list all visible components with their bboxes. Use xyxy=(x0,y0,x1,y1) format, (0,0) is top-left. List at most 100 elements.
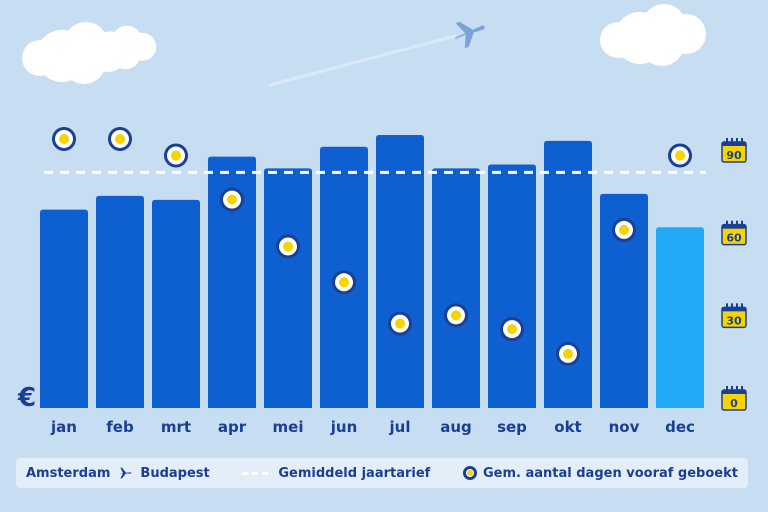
marker-center xyxy=(675,150,685,161)
marker-center xyxy=(563,348,573,359)
bar-dec xyxy=(656,227,704,408)
days-marker-jun xyxy=(332,270,356,295)
dot-marker-icon xyxy=(462,466,477,480)
days-marker-okt xyxy=(556,341,580,366)
marker-center xyxy=(619,224,629,235)
month-labels: jan feb mrt apr mei jun jul aug sep okt nov dec xyxy=(50,418,695,436)
calendar-icon-90: 90 xyxy=(721,138,747,163)
bar-feb xyxy=(96,195,144,408)
month-label-mei: mei xyxy=(273,418,304,436)
euro-axis-label: € xyxy=(17,383,36,413)
calendar-ring xyxy=(731,220,733,227)
booking-days-markers xyxy=(52,126,692,366)
sky-decoration xyxy=(22,4,706,87)
days-marker-mrt xyxy=(164,143,188,168)
days-marker-aug xyxy=(444,303,468,328)
month-label-aug: aug xyxy=(440,418,472,436)
days-marker-jul xyxy=(388,311,412,336)
legend-days-label: Gem. aantal dagen vooraf geboekt xyxy=(482,465,738,481)
days-tick-label: 90 xyxy=(726,149,742,162)
calendar-header xyxy=(722,390,746,394)
calendar-ring xyxy=(731,386,733,392)
bar-mei xyxy=(264,168,312,408)
calendar-ring xyxy=(726,303,728,310)
marker-center xyxy=(115,133,125,144)
calendar-ring xyxy=(736,220,738,227)
calendar-icon-60: 60 xyxy=(721,220,747,246)
cloud-right xyxy=(600,4,706,66)
days-marker-feb xyxy=(108,126,132,151)
legend-average-label: Gemiddeld jaartarief xyxy=(278,465,431,481)
marker-center xyxy=(171,150,181,161)
marker-center xyxy=(451,310,461,321)
days-marker-jan xyxy=(52,126,76,151)
days-marker-nov xyxy=(612,217,636,242)
cloud-left-small xyxy=(82,25,157,70)
calendar-ring xyxy=(736,138,738,144)
legend-route-to: Budapest xyxy=(140,465,210,481)
days-marker-dec xyxy=(668,143,692,168)
calendar-ring xyxy=(731,303,733,310)
bar-nov xyxy=(600,193,648,408)
bar-aug xyxy=(432,168,480,408)
bar-apr xyxy=(208,156,256,408)
calendar-header xyxy=(722,224,746,229)
cloud-puff xyxy=(600,22,636,58)
days-axis: 90 60 30 0 xyxy=(721,138,747,411)
contrail xyxy=(268,34,457,87)
month-label-jan: jan xyxy=(50,418,77,436)
marker-center xyxy=(507,324,517,335)
calendar-ring xyxy=(736,386,738,392)
month-label-apr: apr xyxy=(218,418,247,436)
bar-sep xyxy=(488,164,536,408)
calendar-ring xyxy=(726,386,728,392)
calendar-header xyxy=(722,142,746,146)
month-label-nov: nov xyxy=(609,418,640,436)
legend-average: Gemiddeld jaartarief xyxy=(242,466,430,481)
bar-jul xyxy=(376,135,424,408)
calendar-ring xyxy=(741,220,743,227)
marker-center xyxy=(395,318,405,329)
days-marker-mei xyxy=(276,234,300,259)
marker-center xyxy=(227,194,237,205)
month-label-jul: jul xyxy=(389,418,411,436)
cloud-puff xyxy=(128,32,157,61)
calendar-icon-0: 0 xyxy=(721,386,747,411)
calendar-ring xyxy=(741,386,743,392)
plane-icon xyxy=(118,467,132,479)
legend-route: Amsterdam Budapest xyxy=(26,465,210,481)
bar-okt xyxy=(544,140,592,408)
month-label-sep: sep xyxy=(497,418,527,436)
days-tick-label: 0 xyxy=(730,397,738,410)
legend-days: Gem. aantal dagen vooraf geboekt xyxy=(462,465,738,481)
days-marker-sep xyxy=(500,317,524,342)
marker-center xyxy=(283,241,293,252)
plane-icon xyxy=(454,21,485,49)
calendar-ring xyxy=(741,138,743,144)
marker-center xyxy=(59,133,69,144)
days-tick-label: 60 xyxy=(726,232,742,245)
plane-shape xyxy=(454,21,485,49)
legend-bar: Amsterdam Budapest Gemiddeld jaartarief … xyxy=(16,458,748,488)
calendar-ring xyxy=(726,138,728,144)
calendar-ring xyxy=(731,138,733,144)
month-label-okt: okt xyxy=(554,418,581,436)
calendar-ring xyxy=(726,220,728,227)
dashed-line-icon xyxy=(242,471,269,475)
cloud-puff xyxy=(110,38,141,70)
bar-mrt xyxy=(152,199,200,408)
legend-route-from: Amsterdam xyxy=(26,465,111,481)
price-bars xyxy=(40,135,704,408)
marker-center xyxy=(339,277,349,288)
calendar-header xyxy=(722,307,746,312)
days-marker-apr xyxy=(220,187,244,212)
calendar-icon-30: 30 xyxy=(721,303,747,329)
month-label-jun: jun xyxy=(330,418,358,436)
cloud-puff xyxy=(22,40,58,76)
bar-jan xyxy=(40,209,88,408)
month-label-feb: feb xyxy=(106,418,134,436)
days-tick-label: 30 xyxy=(726,314,742,327)
cloud-puff xyxy=(82,38,108,64)
month-label-dec: dec xyxy=(665,418,695,436)
